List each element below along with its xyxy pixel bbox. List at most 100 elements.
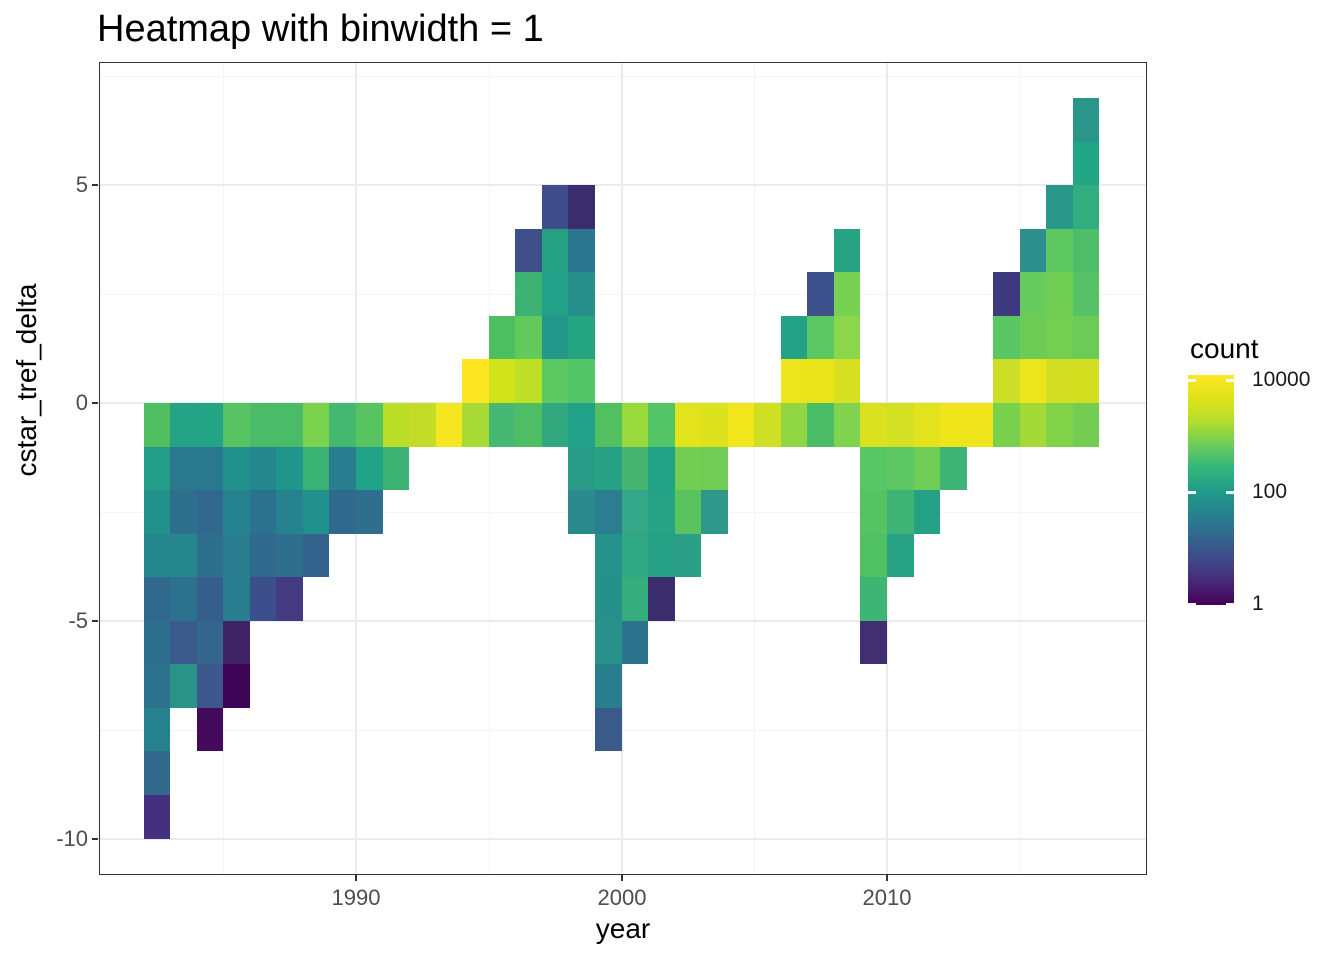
plot-title: Heatmap with binwidth = 1: [97, 8, 544, 50]
heatmap-cell: [595, 403, 622, 447]
heatmap-cell: [542, 359, 568, 403]
heatmap-cell: [1020, 359, 1046, 403]
heatmap-cell: [1020, 272, 1046, 316]
heatmap-cell: [993, 359, 1020, 403]
heatmap-cell: [303, 490, 329, 534]
heatmap-cell: [834, 316, 860, 359]
heatmap-cell: [834, 272, 860, 316]
heatmap-cell: [834, 359, 860, 403]
heatmap-cell: [250, 577, 276, 621]
heatmap-cell: [1073, 142, 1099, 185]
heatmap-cell: [675, 447, 701, 490]
heatmap-cell: [356, 403, 383, 447]
heatmap-cell: [648, 490, 675, 534]
heatmap-cell: [568, 316, 595, 359]
legend-tick-label: 100: [1252, 480, 1288, 503]
heatmap-cell: [223, 664, 250, 708]
heatmap-cell: [993, 316, 1020, 359]
heatmap-cell: [728, 403, 754, 447]
heatmap-cell: [329, 403, 356, 447]
heatmap-cell: [595, 447, 622, 490]
heatmap-cell: [1046, 185, 1073, 229]
heatmap-cell: [250, 490, 276, 534]
heatmap-cell: [223, 621, 250, 664]
heatmap-cell: [1046, 272, 1073, 316]
heatmap-cell: [144, 621, 170, 664]
heatmap-cell: [1073, 316, 1099, 359]
heatmap-cell: [648, 534, 675, 577]
x-axis-title: year: [595, 913, 651, 944]
heatmap-cell: [1073, 98, 1099, 142]
heatmap-cell: [595, 577, 622, 621]
heatmap-cell: [144, 708, 170, 751]
heatmap-cell: [568, 359, 595, 403]
heatmap-cell: [144, 403, 170, 447]
heatmap-cell: [595, 664, 622, 708]
heatmap-cell: [144, 577, 170, 621]
heatmap-cell: [781, 316, 807, 359]
heatmap-cell: [383, 447, 409, 490]
legend-tick-dash-left: [1188, 491, 1196, 494]
heatmap-cell: [303, 534, 329, 577]
heatmap-cell: [781, 403, 807, 447]
heatmap-cell: [144, 534, 170, 577]
heatmap-cell: [170, 621, 197, 664]
heatmap-cell: [542, 316, 568, 359]
heatmap-cell: [329, 447, 356, 490]
heatmap-cell: [940, 403, 967, 447]
heatmap-cell: [860, 577, 887, 621]
heatmap-cell: [675, 490, 701, 534]
y-tick-mark: [92, 184, 98, 186]
legend-tick-dash-left: [1188, 379, 1196, 382]
heatmap-cell: [622, 447, 648, 490]
heatmap-cell: [144, 447, 170, 490]
heatmap-cell: [223, 534, 250, 577]
heatmap-cell: [781, 359, 807, 403]
heatmap-cell: [1046, 359, 1073, 403]
heatmap-cell: [1073, 185, 1099, 229]
heatmap-cell: [223, 577, 250, 621]
x-tick-label: 2000: [597, 885, 647, 910]
heatmap-cell: [170, 403, 197, 447]
y-tick-label: 5: [75, 172, 88, 197]
heatmap-cell: [276, 490, 303, 534]
legend-tick-label: 1: [1252, 592, 1264, 615]
heatmap-cell: [860, 534, 887, 577]
y-tick-label: 0: [75, 390, 88, 415]
x-tick-mark: [355, 875, 357, 881]
heatmap-cell: [701, 490, 728, 534]
heatmap-cell: [329, 490, 356, 534]
heatmap-cell: [834, 229, 860, 272]
heatmap-cell: [622, 621, 648, 664]
heatmap-cell: [489, 316, 515, 359]
heatmap-cell: [515, 272, 542, 316]
heatmap-cell: [170, 534, 197, 577]
heatmap-cell: [1073, 403, 1099, 447]
heatmap-cell: [303, 403, 329, 447]
heatmap-cell: [250, 447, 276, 490]
heatmap-cell: [197, 577, 223, 621]
heatmap-cell: [807, 272, 834, 316]
x-tick-label: 1990: [331, 885, 381, 910]
x-gridline-minor: [753, 62, 755, 875]
heatmap-cell: [622, 403, 648, 447]
heatmap-cell: [675, 403, 701, 447]
heatmap-cell: [754, 403, 781, 447]
heatmap-cell: [914, 403, 940, 447]
heatmap-cell: [462, 359, 489, 403]
heatmap-cell: [144, 664, 170, 708]
heatmap-cell: [197, 403, 223, 447]
plot-panel: [99, 62, 1147, 875]
heatmap-cell: [595, 708, 622, 751]
heatmap-cell: [834, 403, 860, 447]
heatmap-cell: [675, 534, 701, 577]
heatmap-cell: [807, 359, 834, 403]
heatmap-cell: [1020, 403, 1046, 447]
y-gridline-minor: [99, 293, 1147, 295]
x-tick-mark: [886, 875, 888, 881]
heatmap-cell: [409, 403, 436, 447]
heatmap-cell: [197, 708, 223, 751]
heatmap-cell: [144, 751, 170, 795]
heatmap-cell: [250, 403, 276, 447]
